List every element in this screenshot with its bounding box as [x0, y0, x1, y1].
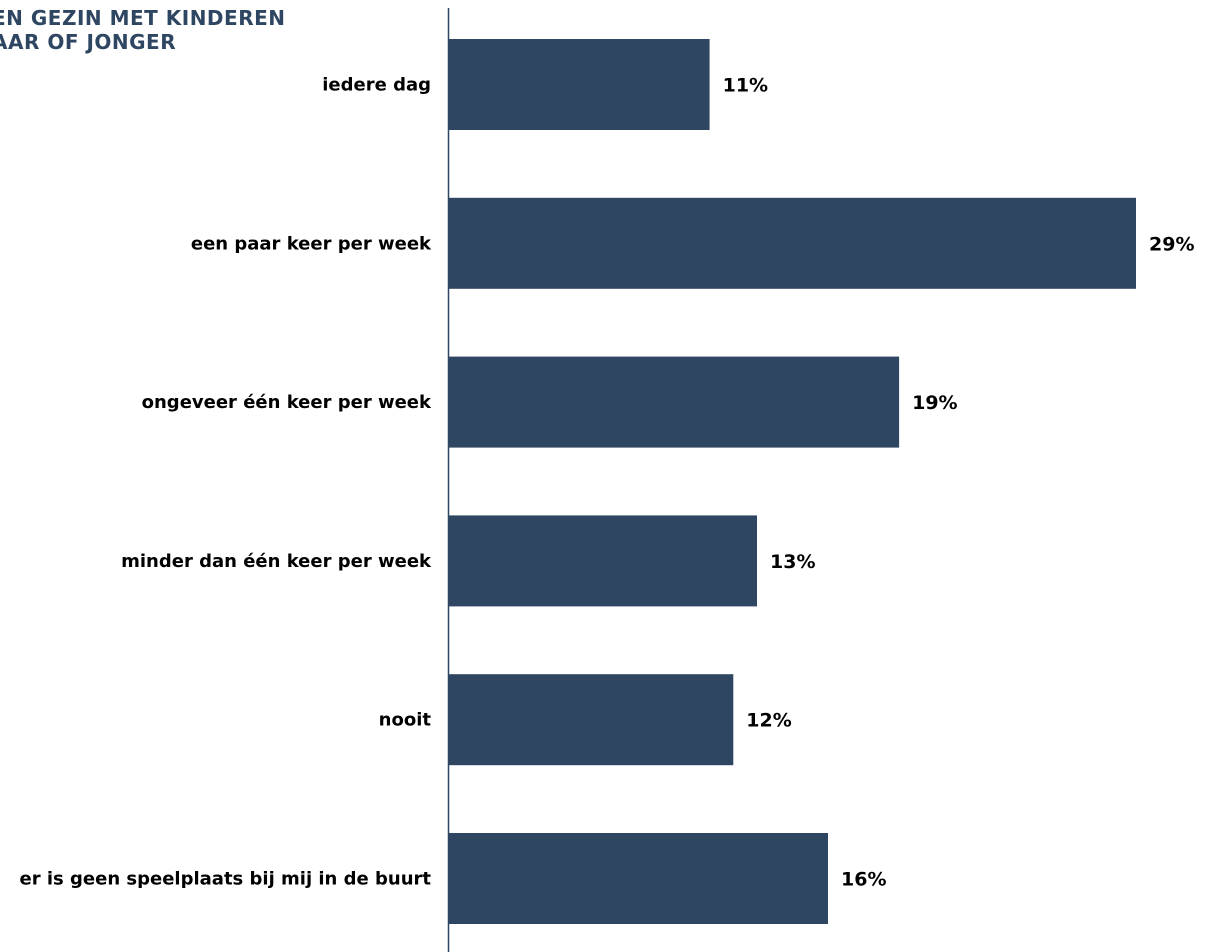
category-label-1: een paar keer per week	[191, 233, 432, 254]
category-label-3: minder dan één keer per week	[121, 551, 432, 572]
bars-group: iedere dag 11% een paar keer per week 29% on…	[20, 39, 1194, 924]
bar-3	[449, 515, 757, 607]
chart-title: EN GEZIN MET KINDEREN AAR OF JONGER	[0, 6, 286, 54]
chart-title-line-2: AAR OF JONGER	[0, 30, 177, 54]
chart-title-line-1: EN GEZIN MET KINDEREN	[0, 6, 286, 30]
bar-4	[449, 674, 734, 766]
bar-2	[449, 356, 900, 448]
bar-1	[449, 197, 1136, 289]
category-label-0: iedere dag	[322, 75, 431, 96]
bar-0	[449, 39, 710, 130]
value-label-2: 19%	[912, 392, 957, 414]
bar-5	[449, 833, 828, 924]
value-label-5: 16%	[841, 869, 886, 891]
category-label-5: er is geen speelplaats bij mij in de buu…	[20, 869, 432, 890]
value-label-4: 12%	[746, 710, 791, 732]
category-label-4: nooit	[379, 710, 432, 731]
value-label-0: 11%	[723, 75, 768, 97]
value-label-1: 29%	[1149, 233, 1194, 255]
value-label-3: 13%	[770, 551, 815, 573]
category-label-2: ongeveer één keer per week	[142, 392, 432, 413]
